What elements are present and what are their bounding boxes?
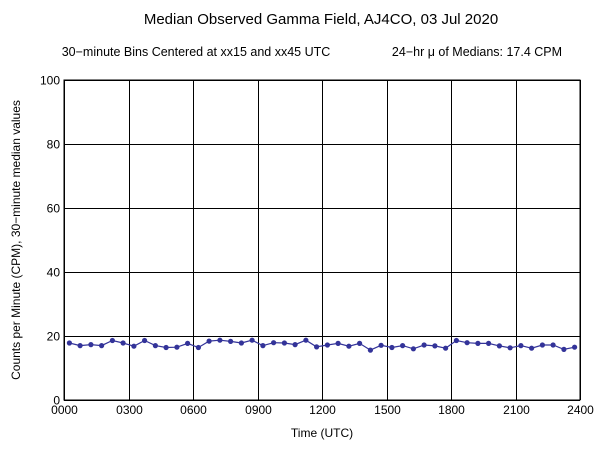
data-point [109, 337, 115, 344]
data-point [378, 342, 384, 348]
data-point [152, 343, 158, 349]
data-point [464, 340, 470, 346]
data-point [367, 347, 373, 353]
data-point [335, 340, 341, 346]
x-tick-label: 0900 [245, 403, 272, 417]
data-point [421, 342, 427, 348]
x-axis-ticks: 0000 0300 0600 0900 1200 1500 1800 2100 2400 [51, 403, 594, 417]
data-point [185, 340, 191, 346]
y-tick-label: 60 [47, 202, 61, 216]
x-axis-label: Time (UTC) [291, 426, 353, 440]
data-point [443, 345, 449, 351]
data-point [131, 343, 137, 349]
x-tick-label: 0300 [116, 403, 143, 417]
data-point [66, 340, 72, 346]
data-point [561, 346, 567, 352]
data-point [572, 344, 578, 350]
y-tick-label: 80 [47, 138, 61, 152]
data-point [142, 337, 148, 344]
data-point [486, 340, 492, 346]
data-point [174, 344, 180, 350]
data-point [99, 343, 105, 349]
data-point [539, 342, 546, 348]
data-point [195, 344, 201, 351]
data-point [453, 337, 459, 344]
data-point [324, 342, 330, 348]
data-point [120, 340, 126, 346]
data-point [292, 342, 298, 348]
data-point [271, 340, 277, 346]
data-point [346, 343, 352, 349]
data-point [249, 337, 255, 343]
grid-lines [64, 80, 581, 401]
y-tick-label: 20 [47, 330, 61, 344]
y-axis-ticks: 0 20 40 60 80 100 [40, 74, 60, 408]
data-point [314, 344, 320, 350]
x-tick-label: 0600 [180, 403, 207, 417]
data-point [518, 343, 524, 349]
data-point [507, 345, 513, 351]
data-point [238, 340, 244, 346]
data-point [217, 337, 223, 343]
data-point [432, 343, 438, 349]
data-point [228, 338, 234, 344]
data-point [389, 344, 395, 351]
x-tick-label: 0000 [51, 403, 78, 417]
data-point [357, 340, 363, 346]
data-point [529, 345, 535, 351]
data-point [163, 344, 169, 351]
data-point [475, 340, 481, 346]
data-point [281, 340, 287, 346]
data-point [410, 346, 416, 352]
data-point [260, 343, 266, 349]
data-point [88, 342, 94, 348]
data-point [77, 343, 83, 349]
data-point [206, 338, 212, 344]
chart-subtitle-right: 24−hr μ of Medians: 17.4 CPM [392, 45, 562, 59]
data-point [400, 343, 406, 349]
chart-title: Median Observed Gamma Field, AJ4CO, 03 J… [144, 11, 498, 28]
data-point [496, 343, 502, 349]
y-axis-label: Counts per Minute (CPM), 30−minute media… [9, 100, 23, 380]
y-tick-label: 0 [53, 394, 60, 408]
x-tick-label: 2100 [503, 403, 530, 417]
x-tick-label: 1800 [438, 403, 465, 417]
y-tick-label: 100 [40, 74, 60, 88]
data-point [303, 337, 309, 343]
y-tick-label: 40 [47, 266, 61, 280]
x-tick-label: 2400 [567, 403, 594, 417]
plot-area [63, 79, 581, 401]
x-tick-label: 1200 [309, 403, 336, 417]
series-layer [66, 337, 578, 353]
x-tick-label: 1500 [374, 403, 401, 417]
chart-subtitle-left: 30−minute Bins Centered at xx15 and xx45… [62, 45, 331, 59]
data-point [550, 342, 556, 348]
